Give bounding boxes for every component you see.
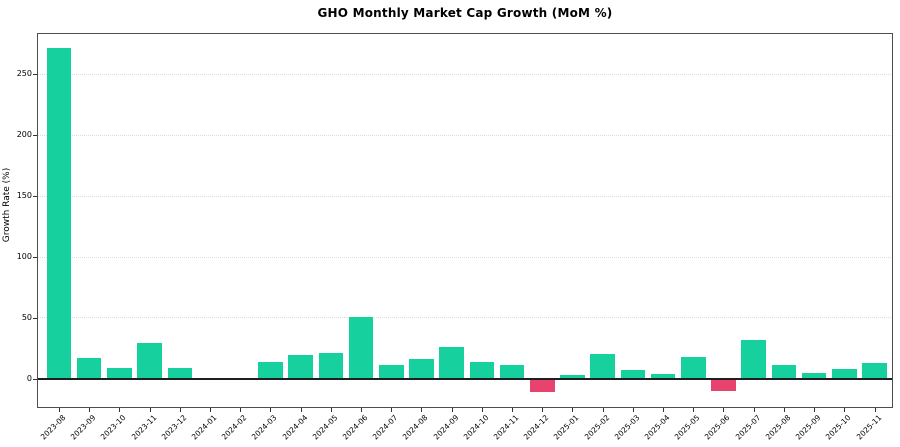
x-tick-2024-07 bbox=[391, 408, 393, 412]
bar-2024-11 bbox=[499, 365, 525, 379]
x-tick-label-2023-08: 2023-08 bbox=[38, 413, 68, 442]
y-tick-label-100: 100 bbox=[16, 252, 32, 262]
bar-2024-12 bbox=[529, 378, 555, 393]
x-tick-2025-04 bbox=[663, 408, 665, 412]
bar-2023-10 bbox=[107, 368, 132, 379]
y-tick-label-200: 200 bbox=[16, 130, 32, 140]
bar-2025-03 bbox=[620, 370, 646, 379]
y-tick-200 bbox=[33, 135, 37, 137]
bar-2024-05 bbox=[318, 353, 344, 379]
gridline-250 bbox=[37, 73, 893, 75]
plot-border bbox=[37, 33, 893, 408]
x-tick-2025-11 bbox=[874, 408, 876, 412]
bar-2023-08 bbox=[46, 47, 72, 379]
x-tick-2023-08 bbox=[59, 408, 60, 412]
x-tick-2024-12 bbox=[542, 408, 544, 412]
x-tick-2023-10 bbox=[119, 408, 121, 412]
gridline-200 bbox=[37, 134, 893, 136]
bar-2025-09 bbox=[801, 372, 827, 379]
x-tick-2023-12 bbox=[179, 408, 181, 412]
y-tick-label-0: 0 bbox=[26, 373, 32, 383]
x-tick-2024-01 bbox=[210, 408, 212, 412]
x-tick-2024-11 bbox=[512, 408, 514, 412]
x-tick-2024-09 bbox=[451, 408, 453, 412]
zero-line bbox=[37, 377, 893, 380]
y-tick-100 bbox=[33, 257, 37, 259]
x-tick-2024-08 bbox=[421, 408, 423, 412]
x-tick-2024-03 bbox=[270, 408, 272, 412]
bar-2023-12 bbox=[167, 368, 193, 379]
bar-2024-04 bbox=[288, 355, 313, 379]
x-tick-2025-09 bbox=[814, 408, 816, 412]
x-tick-2024-05 bbox=[330, 408, 332, 412]
y-tick-0 bbox=[33, 378, 37, 380]
x-tick-2025-05 bbox=[693, 408, 695, 412]
x-tick-2024-02 bbox=[240, 408, 242, 412]
bar-2025-04 bbox=[650, 373, 676, 379]
bar-2024-03 bbox=[258, 362, 283, 379]
bar-2025-08 bbox=[771, 364, 797, 379]
y-tick-250 bbox=[33, 74, 37, 76]
bar-2025-10 bbox=[831, 369, 857, 379]
bar-2024-08 bbox=[409, 359, 434, 379]
bar-2025-11 bbox=[862, 362, 887, 379]
bar-2025-01 bbox=[560, 374, 585, 379]
x-tick-2024-04 bbox=[300, 408, 302, 412]
x-tick-2025-07 bbox=[753, 408, 755, 412]
bar-2024-06 bbox=[348, 316, 374, 379]
bar-2024-10 bbox=[469, 362, 495, 379]
x-tick-2025-10 bbox=[844, 408, 846, 412]
y-tick-label-50: 50 bbox=[21, 312, 32, 322]
x-tick-2025-01 bbox=[572, 408, 574, 412]
x-tick-2023-09 bbox=[89, 408, 91, 412]
bar-2023-09 bbox=[76, 358, 102, 379]
chart-title: GHO Monthly Market Cap Growth (MoM %) bbox=[317, 6, 613, 20]
bar-2025-07 bbox=[741, 340, 766, 379]
bar-2025-06 bbox=[711, 378, 736, 391]
x-tick-2024-06 bbox=[361, 408, 363, 412]
y-tick-label-250: 250 bbox=[16, 69, 32, 79]
bar-2025-02 bbox=[590, 353, 615, 379]
y-tick-150 bbox=[33, 196, 37, 198]
x-tick-2023-11 bbox=[149, 408, 151, 412]
gridline-150 bbox=[37, 195, 893, 197]
gridline-100 bbox=[37, 256, 893, 258]
y-tick-label-150: 150 bbox=[16, 191, 32, 201]
bar-2023-11 bbox=[137, 343, 162, 379]
bar-2025-05 bbox=[680, 357, 706, 379]
gridline-50 bbox=[37, 317, 893, 319]
bar-2024-07 bbox=[378, 365, 404, 379]
x-tick-2025-03 bbox=[632, 408, 634, 412]
x-tick-2025-02 bbox=[602, 408, 604, 412]
bar-2024-09 bbox=[439, 347, 464, 379]
x-tick-2025-06 bbox=[723, 408, 725, 412]
x-tick-2025-08 bbox=[783, 408, 785, 412]
y-tick-50 bbox=[33, 317, 37, 319]
x-tick-2024-10 bbox=[481, 408, 483, 412]
